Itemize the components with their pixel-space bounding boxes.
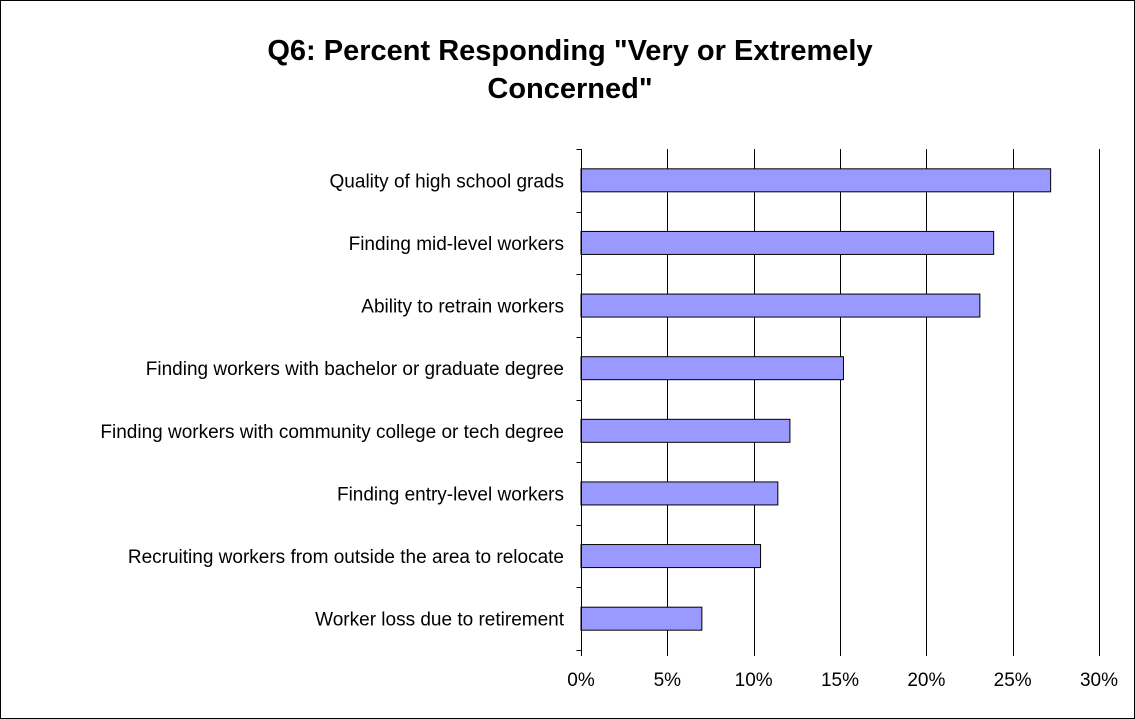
category-label-2: Finding mid-level workers (349, 234, 564, 255)
x-tick-label-15: 15% (821, 670, 859, 691)
bars (580, 168, 1052, 631)
x-tick-label-5: 5% (654, 670, 682, 691)
bar-4 (580, 356, 844, 381)
chart-title-line-1: Q6: Percent Responding "Very or Extremel… (267, 35, 873, 67)
x-tick-label-0: 0% (567, 670, 595, 691)
category-label-6: Finding entry-level workers (337, 484, 564, 505)
x-tick-label-25: 25% (994, 670, 1032, 691)
labels: Quality of high school grads Finding mid-… (100, 171, 1118, 691)
category-label-5: Finding workers with community college o… (100, 422, 564, 443)
chart-title: Q6: Percent Responding "Very or Extremel… (230, 32, 910, 108)
bar-3 (580, 293, 981, 318)
bar-8 (580, 606, 703, 631)
x-tick-label-10: 10% (735, 670, 773, 691)
category-label-4: Finding workers with bachelor or graduat… (146, 359, 564, 380)
category-label-8: Worker loss due to retirement (315, 610, 565, 631)
bar-5 (580, 418, 791, 443)
category-label-7: Recruiting workers from outside the area… (128, 547, 564, 568)
bar-1 (580, 168, 1052, 193)
gridlines (667, 149, 1100, 650)
bar-6 (580, 481, 779, 506)
axes (576, 149, 1100, 656)
bar-2 (580, 230, 995, 255)
category-label-1: Quality of high school grads (330, 171, 564, 192)
bar-7 (580, 544, 762, 569)
category-label-3: Ability to retrain workers (361, 297, 564, 318)
x-tick-label-20: 20% (907, 670, 945, 691)
chart-title-line-2: Concerned" (487, 73, 653, 105)
x-tick-label-30: 30% (1080, 670, 1118, 691)
